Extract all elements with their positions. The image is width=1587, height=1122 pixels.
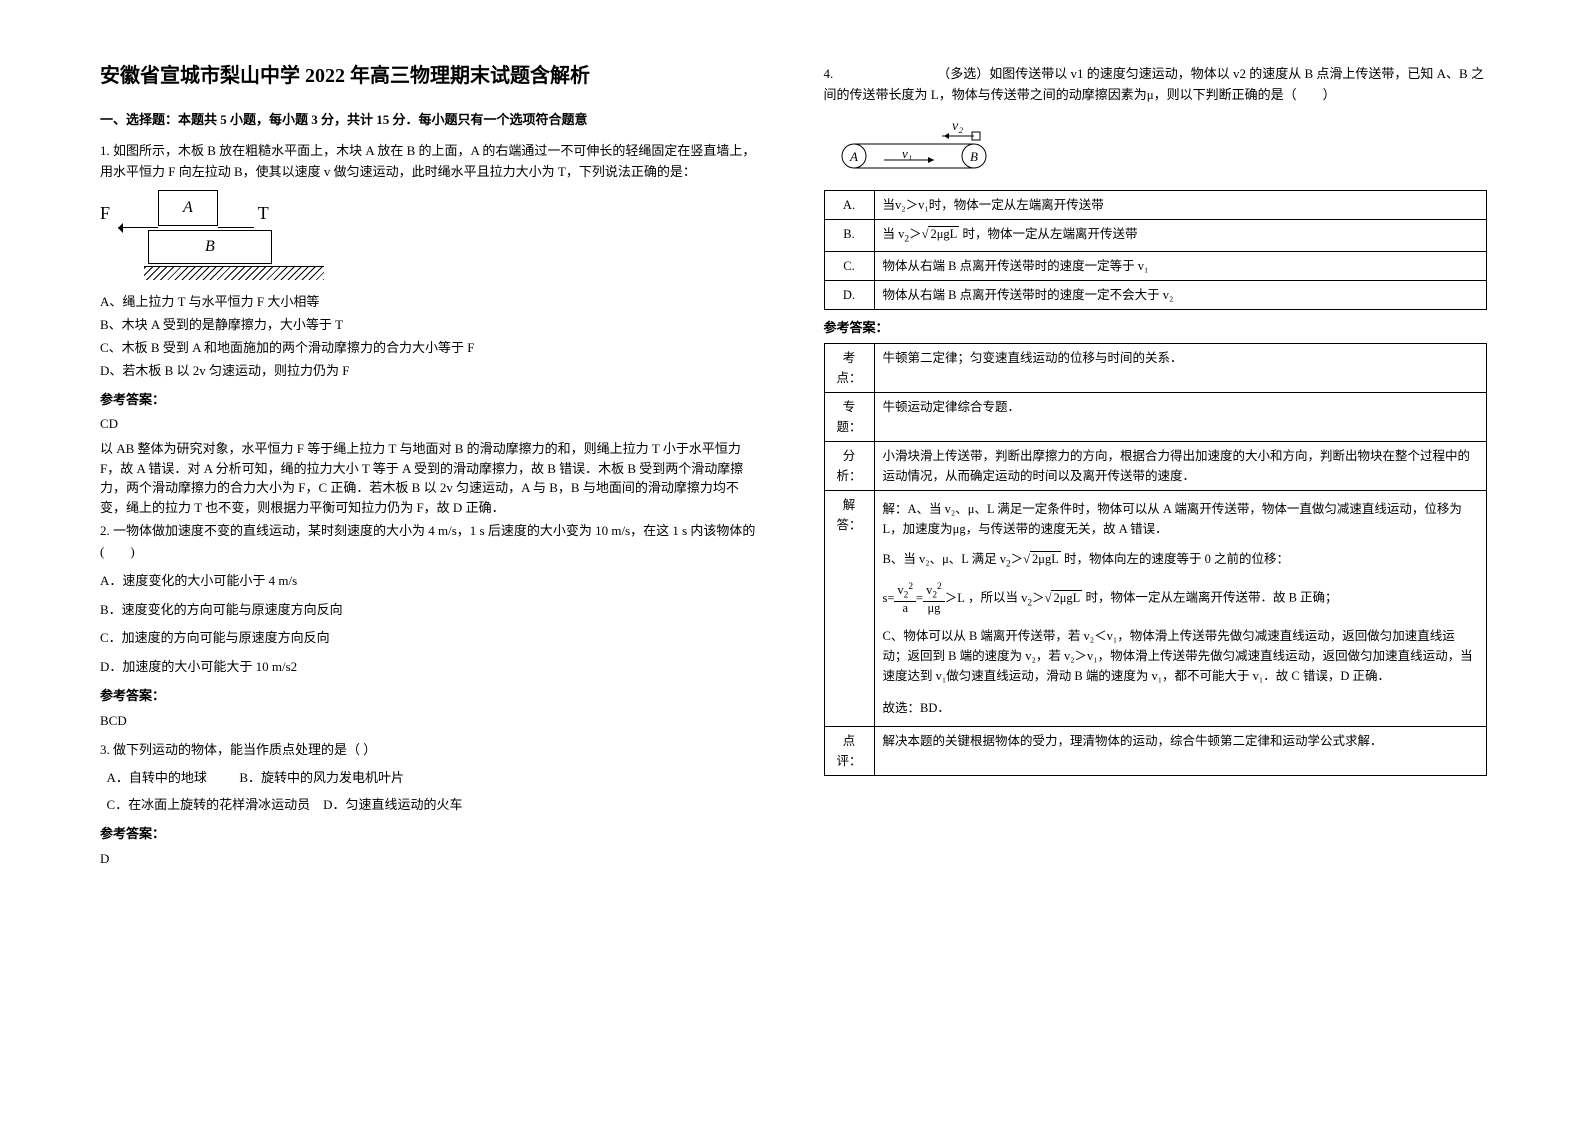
page-title: 安徽省宣城市梨山中学 2022 年高三物理期末试题含解析 bbox=[100, 60, 764, 92]
q3-option-B: B．旋转中的风力发电机叶片 bbox=[239, 770, 404, 785]
dianping-label: 点评： bbox=[824, 727, 874, 776]
opt-label: C. bbox=[824, 252, 874, 281]
q3-stem: 3. 做下列运动的物体，能当作质点处理的是（ ） bbox=[100, 740, 764, 761]
v2-label: v₂ bbox=[952, 119, 963, 134]
q1-answer-label: 参考答案： bbox=[100, 390, 764, 411]
dianping-text: 解决本题的关键根据物体的受力，理清物体的运动，综合牛顿第二定律和运动学公式求解． bbox=[874, 727, 1487, 776]
kaodian-text: 牛顿第二定律；匀变速直线运动的位移与时间的关系． bbox=[874, 343, 1487, 392]
q1-option-B: B、木块 A 受到的是静摩擦力，大小等于 T bbox=[100, 315, 764, 336]
table-row: C. 物体从右端 B 点离开传送带时的速度一定等于 v₁ bbox=[824, 252, 1487, 281]
zhuanti-text: 牛顿运动定律综合专题． bbox=[874, 392, 1487, 441]
force-F-label: F bbox=[100, 199, 110, 228]
q2-answer-label: 参考答案： bbox=[100, 686, 764, 707]
q4-number: 4. bbox=[824, 66, 834, 81]
roller-A-label: A bbox=[849, 149, 858, 164]
opt-text: 物体从右端 B 点离开传送带时的速度一定等于 v₁ bbox=[874, 252, 1487, 281]
opt-label: D. bbox=[824, 281, 874, 310]
q3-answer-label: 参考答案： bbox=[100, 824, 764, 845]
opt-text: 当v₂＞v₁时，物体一定从左端离开传送带 bbox=[874, 190, 1487, 219]
ground-hatch bbox=[144, 266, 324, 280]
opt-label: B. bbox=[824, 219, 874, 252]
jieda-A: 解：A、当 v₂、μ、L 满足一定条件时，物体可以从 A 端离开传送带，物体一直… bbox=[883, 499, 1479, 539]
v1-label: v₁ bbox=[902, 146, 912, 161]
q4-answer-label: 参考答案： bbox=[824, 318, 1488, 339]
q2-option-D: D．加速度的大小可能大于 10 m/s2 bbox=[100, 657, 764, 678]
opt-label: A. bbox=[824, 190, 874, 219]
jieda-B-line2: s=v22a=v22μg＞L ，所以当 v2＞√2μgL 时，物体一定从左端离开… bbox=[883, 582, 1479, 616]
q2-stem: 2. 一物体做加速度不变的直线运动，某时刻速度的大小为 4 m/s，1 s 后速… bbox=[100, 521, 764, 563]
q1-answer: CD bbox=[100, 414, 764, 435]
q3-option-A: A．自转中的地球 bbox=[107, 770, 207, 785]
tension-T-label: T bbox=[258, 199, 269, 228]
jieda-text: 解：A、当 v₂、μ、L 满足一定条件时，物体可以从 A 端离开传送带，物体一直… bbox=[874, 490, 1487, 726]
q1-explanation: 以 AB 整体为研究对象，水平恒力 F 等于绳上拉力 T 与地面对 B 的滑动摩… bbox=[100, 439, 764, 517]
q4-figure: v₂ A B v₁ bbox=[824, 118, 1004, 178]
table-row: A. 当v₂＞v₁时，物体一定从左端离开传送带 bbox=[824, 190, 1487, 219]
table-row: 点评： 解决本题的关键根据物体的受力，理清物体的运动，综合牛顿第二定律和运动学公… bbox=[824, 727, 1487, 776]
q2-option-B: B．速度变化的方向可能与原速度方向反向 bbox=[100, 600, 764, 621]
jieda-B-line1: B、当 v₂、μ、L 满足 v2＞√2μgL 时，物体向左的速度等于 0 之前的… bbox=[883, 549, 1479, 573]
roller-B-label: B bbox=[970, 149, 978, 164]
q3-options-row1: A．自转中的地球 B．旋转中的风力发电机叶片 bbox=[100, 768, 764, 789]
q1-figure: F A T B bbox=[100, 188, 764, 286]
q3-options-row2: C．在冰面上旋转的花样滑冰运动员 D．匀速直线运动的火车 bbox=[100, 795, 764, 816]
q4-stem-text: （多选）如图传送带以 v1 的速度匀速运动，物体以 v2 的速度从 B 点滑上传… bbox=[824, 66, 1484, 102]
opt-text: 当 v2＞√2μgL 时，物体一定从左端离开传送带 bbox=[874, 219, 1487, 252]
q2-answer: BCD bbox=[100, 711, 764, 732]
table-row: 专题： 牛顿运动定律综合专题． bbox=[824, 392, 1487, 441]
jieda-selection: 故选：BD． bbox=[883, 698, 1479, 718]
section-heading: 一、选择题：本题共 5 小题，每小题 3 分，共计 15 分．每小题只有一个选项… bbox=[100, 110, 764, 131]
jieda-C: C、物体可以从 B 端离开传送带，若 v₂＜v₁，物体滑上传送带先做匀减速直线运… bbox=[883, 626, 1479, 686]
fenxi-text: 小滑块滑上传送带，判断出摩擦力的方向，根据合力得出加速度的大小和方向，判断出物块… bbox=[874, 441, 1487, 490]
q1-stem: 1. 如图所示，木板 B 放在粗糙水平面上，木块 A 放在 B 的上面，A 的右… bbox=[100, 141, 764, 183]
q4-options-table: A. 当v₂＞v₁时，物体一定从左端离开传送带 B. 当 v2＞√2μgL 时，… bbox=[824, 190, 1488, 311]
opt-text: 物体从右端 B 点离开传送带时的速度一定不会大于 v₂ bbox=[874, 281, 1487, 310]
q2-option-C: C．加速度的方向可能与原速度方向反向 bbox=[100, 628, 764, 649]
table-row: D. 物体从右端 B 点离开传送带时的速度一定不会大于 v₂ bbox=[824, 281, 1487, 310]
table-row: 分析： 小滑块滑上传送带，判断出摩擦力的方向，根据合力得出加速度的大小和方向，判… bbox=[824, 441, 1487, 490]
jieda-label: 解答： bbox=[824, 490, 874, 726]
q1-option-D: D、若木板 B 以 2v 匀速运动，则拉力仍为 F bbox=[100, 361, 764, 382]
table-row: B. 当 v2＞√2μgL 时，物体一定从左端离开传送带 bbox=[824, 219, 1487, 252]
q1-option-A: A、绳上拉力 T 与水平恒力 F 大小相等 bbox=[100, 292, 764, 313]
q4-stem: 4. （多选）如图传送带以 v1 的速度匀速运动，物体以 v2 的速度从 B 点… bbox=[824, 64, 1488, 106]
q2-option-A: A．速度变化的大小可能小于 4 m/s bbox=[100, 571, 764, 592]
q3-answer: D bbox=[100, 849, 764, 870]
kaodian-label: 考点： bbox=[824, 343, 874, 392]
q1-option-C: C、木板 B 受到 A 和地面施加的两个滑动摩擦力的合力大小等于 F bbox=[100, 338, 764, 359]
fenxi-label: 分析： bbox=[824, 441, 874, 490]
right-column: 4. （多选）如图传送带以 v1 的速度匀速运动，物体以 v2 的速度从 B 点… bbox=[824, 60, 1488, 1062]
q3-option-D: D．匀速直线运动的火车 bbox=[323, 797, 462, 812]
table-row: 考点： 牛顿第二定律；匀变速直线运动的位移与时间的关系． bbox=[824, 343, 1487, 392]
block-B: B bbox=[148, 230, 272, 264]
block-A: A bbox=[158, 190, 218, 226]
table-row: 解答： 解：A、当 v₂、μ、L 满足一定条件时，物体可以从 A 端离开传送带，… bbox=[824, 490, 1487, 726]
zhuanti-label: 专题： bbox=[824, 392, 874, 441]
left-column: 安徽省宣城市梨山中学 2022 年高三物理期末试题含解析 一、选择题：本题共 5… bbox=[100, 60, 764, 1062]
q4-analysis-table: 考点： 牛顿第二定律；匀变速直线运动的位移与时间的关系． 专题： 牛顿运动定律综… bbox=[824, 343, 1488, 776]
q3-option-C: C．在冰面上旋转的花样滑冰运动员 bbox=[107, 797, 311, 812]
